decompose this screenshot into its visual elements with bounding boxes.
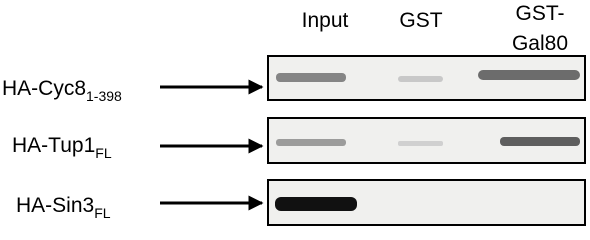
figure: Input GST GST- Gal80 HA-Cyc81-398 HA-Tup… bbox=[2, 2, 586, 226]
column-header: Input bbox=[302, 9, 349, 32]
band bbox=[478, 70, 580, 80]
text: 1-398 bbox=[86, 88, 122, 104]
band bbox=[276, 139, 346, 146]
band bbox=[500, 137, 580, 146]
band bbox=[398, 141, 443, 146]
row-label: HA-Cyc81-398 bbox=[2, 77, 122, 104]
column-header: Gal80 bbox=[512, 32, 568, 55]
text: HA-Cyc8 bbox=[2, 77, 86, 100]
text: FL bbox=[94, 205, 111, 221]
text: HA-Tup1 bbox=[12, 134, 95, 157]
column-header: GST- bbox=[515, 2, 564, 25]
band bbox=[275, 197, 357, 211]
column-header: GST bbox=[399, 9, 442, 32]
row-label: HA-Sin3FL bbox=[16, 194, 111, 221]
text: HA-Sin3 bbox=[16, 194, 94, 217]
band bbox=[398, 76, 443, 82]
band bbox=[276, 73, 346, 82]
row-label: HA-Tup1FL bbox=[12, 134, 112, 161]
text: FL bbox=[95, 145, 112, 161]
